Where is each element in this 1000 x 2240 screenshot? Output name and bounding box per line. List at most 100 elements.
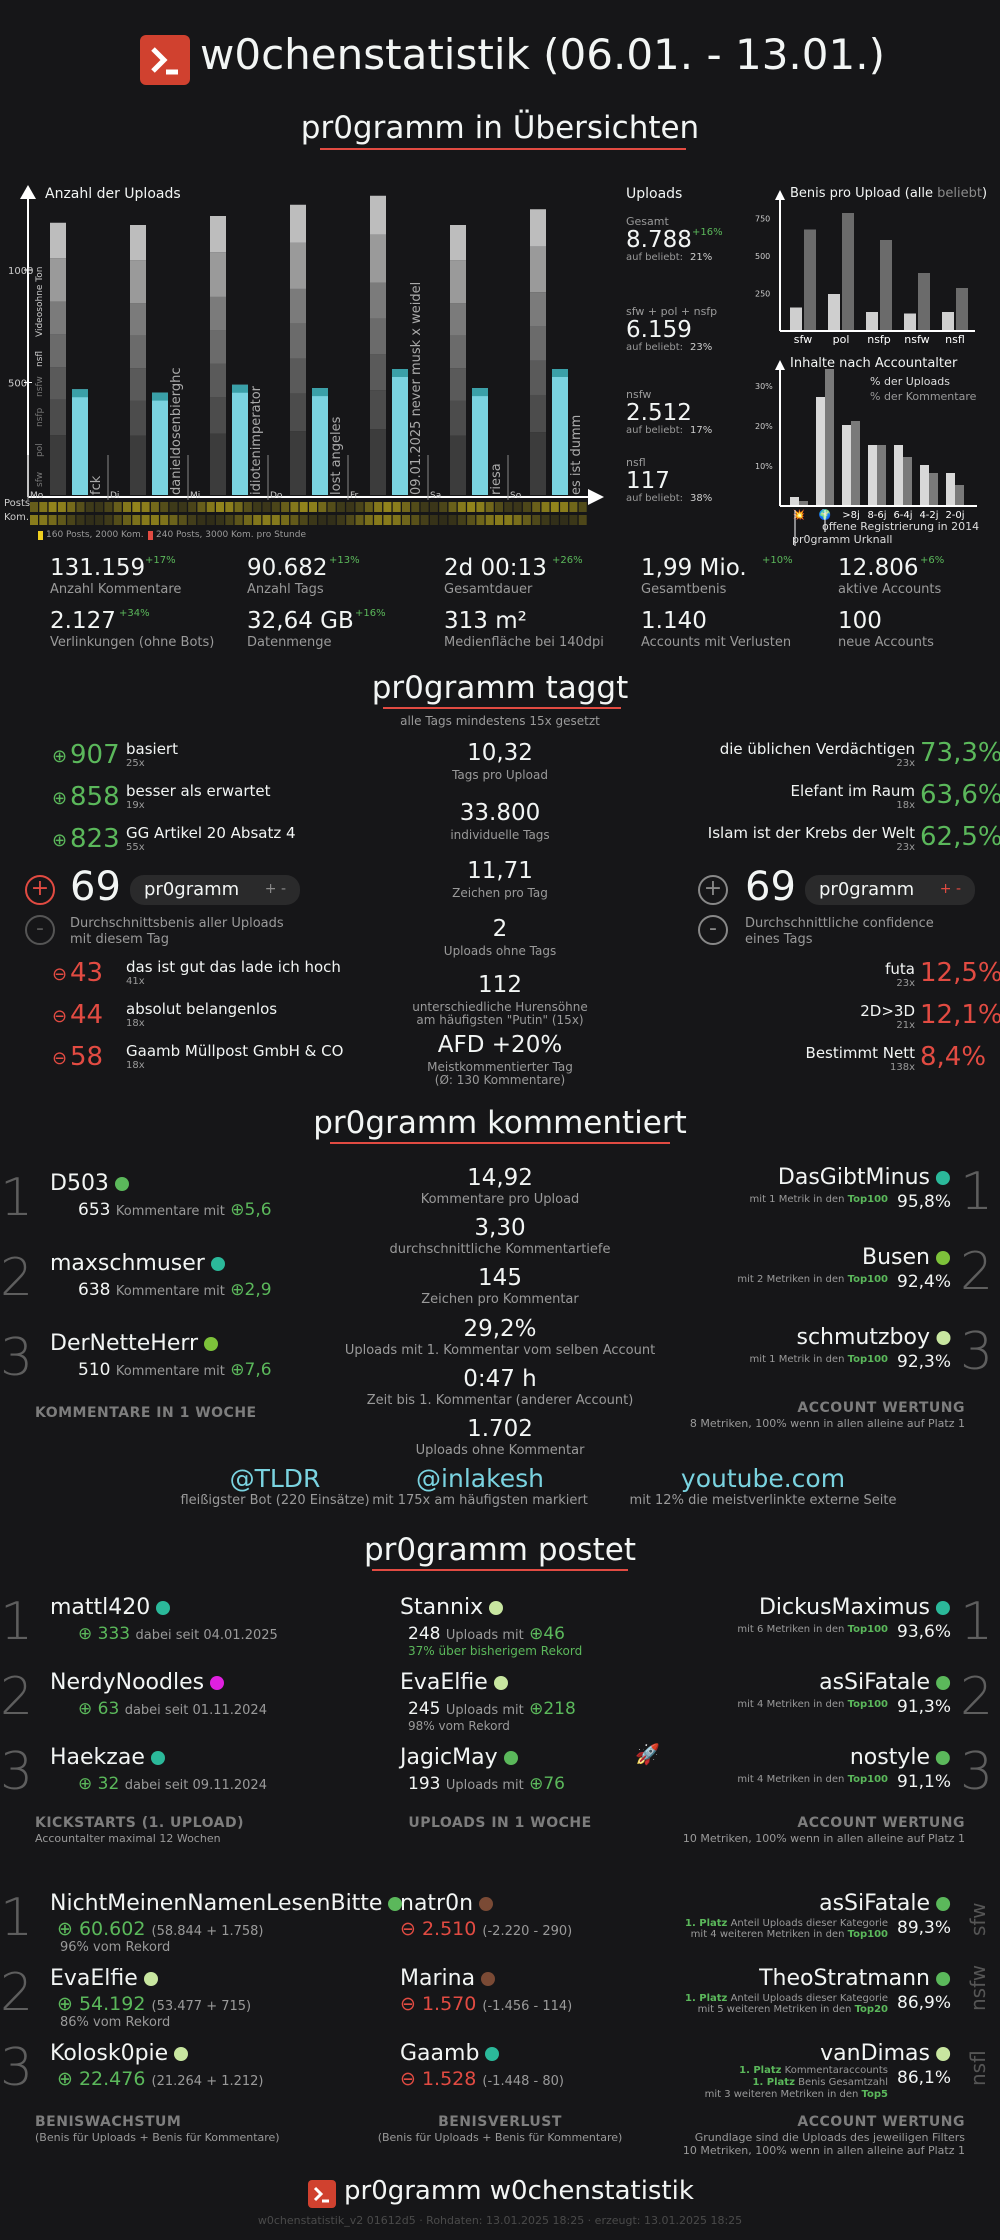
section-heading: ACCOUNT WERTUNG	[797, 1815, 965, 1831]
upload-bar-segment	[530, 432, 546, 495]
user-name-text[interactable]: DickusMaximus	[758, 1595, 930, 1620]
kom-heat-cell	[85, 515, 94, 525]
kom-heat-cell	[420, 515, 429, 525]
user-name-text[interactable]: DasGibtMinus	[777, 1165, 930, 1190]
user-name-text[interactable]: NichtMeinenNamenLesenBitte	[50, 1891, 383, 1916]
user-name[interactable]: Kolosk0pie	[50, 2041, 189, 2066]
uploads-title: Uploads	[626, 186, 683, 202]
tag-chip-controls[interactable]: + -	[264, 881, 286, 897]
footer-logo-icon	[308, 2180, 336, 2208]
user-name[interactable]: EvaElfie	[50, 1966, 158, 1991]
tag-count: 23x	[896, 978, 915, 989]
user-badge-dot	[479, 1897, 494, 1911]
upload-bar-segment	[530, 360, 546, 395]
user-name-text[interactable]: Haekzae	[50, 1745, 145, 1770]
user-name-text[interactable]: natr0n	[400, 1891, 474, 1916]
avg-benis-desc: Durchschnittsbenis aller Uploads	[70, 916, 284, 931]
user-name[interactable]: DasGibtMinus	[778, 1165, 950, 1190]
posts-heat-cell	[504, 502, 513, 512]
age-chart: 30%20%10%💥 🌍 >8j 8-6j 6-4j 4-2j 2-0j	[755, 360, 977, 546]
user-name-text[interactable]: Marina	[400, 1966, 476, 1991]
user-name-text[interactable]: asSiFatale	[819, 1670, 930, 1695]
tag-chip[interactable]: pr0gramm + -	[805, 875, 975, 905]
top-link[interactable]: @TLDR	[229, 1464, 321, 1493]
upload-bar-segment	[130, 435, 146, 495]
y-axis-arrow	[775, 360, 785, 370]
user-name[interactable]: asSiFatale	[819, 1891, 950, 1916]
user-name[interactable]: TheoStratmann	[759, 1966, 950, 1991]
user-name-text[interactable]: Gaamb	[400, 2041, 480, 2066]
user-name[interactable]: NichtMeinenNamenLesenBitte	[50, 1891, 403, 1916]
user-name-text[interactable]: TheoStratmann	[759, 1966, 930, 1991]
user-name-text[interactable]: schmutzboy	[796, 1325, 931, 1350]
stat-value: 131.159	[50, 555, 146, 581]
user-name[interactable]: Busen	[862, 1245, 950, 1270]
tag-benis-value: 58	[70, 1042, 104, 1072]
top-link[interactable]: youtube.com	[680, 1464, 846, 1493]
user-name-text[interactable]: DerNetteHerr	[50, 1331, 199, 1356]
tag-metric-value: AFD +20%	[437, 1032, 563, 1058]
benis-category: nsfp	[867, 333, 891, 346]
user-name[interactable]: Gaamb	[400, 2041, 500, 2066]
avg-benis-value: 69	[70, 864, 121, 910]
user-name[interactable]: asSiFatale	[819, 1670, 950, 1695]
user-name-text[interactable]: vanDimas	[820, 2041, 930, 2066]
user-name-text[interactable]: NerdyNoodles	[50, 1670, 205, 1695]
benis-bar-beliebt	[842, 213, 854, 330]
user-name-text[interactable]: asSiFatale	[819, 1891, 930, 1916]
user-name[interactable]: natr0n	[400, 1891, 494, 1916]
user-name[interactable]: maxschmuser	[50, 1251, 225, 1276]
upload-bar-segment	[290, 288, 306, 324]
user-name[interactable]: mattl420	[50, 1595, 171, 1620]
comment-bar-top	[552, 369, 568, 377]
user-name[interactable]: D503	[50, 1171, 129, 1196]
posts-heat-cell	[346, 502, 355, 512]
plus-button[interactable]: +	[698, 875, 728, 905]
user-name[interactable]: nostyle	[850, 1745, 950, 1770]
user-name-text[interactable]: Stannix	[400, 1595, 484, 1620]
top-link[interactable]: @inlakesh	[416, 1464, 544, 1493]
minus-button[interactable]: -	[698, 915, 728, 945]
user-name[interactable]: NerdyNoodles	[50, 1670, 225, 1695]
user-name[interactable]: JagicMay	[400, 1745, 518, 1770]
user-name[interactable]: DickusMaximus	[759, 1595, 950, 1620]
age-category: 6-4j	[893, 510, 912, 521]
user-name-text[interactable]: Kolosk0pie	[50, 2041, 169, 2066]
plus-button[interactable]: +	[25, 875, 55, 905]
tag-chip-controls[interactable]: + -	[939, 881, 961, 897]
user-name-text[interactable]: maxschmuser	[50, 1251, 205, 1276]
user-name-text[interactable]: mattl420	[50, 1595, 151, 1620]
age-bar-uploads	[920, 465, 929, 505]
user-name-text[interactable]: EvaElfie	[50, 1966, 138, 1991]
user-badge-dot	[114, 1177, 129, 1191]
age-bar-comments	[955, 485, 964, 505]
comment-metric-value: 29,2%	[463, 1316, 537, 1342]
user-name[interactable]: schmutzboy	[796, 1325, 950, 1350]
user-name[interactable]: vanDimas	[820, 2041, 950, 2066]
user-name[interactable]: EvaElfie	[400, 1670, 508, 1695]
user-name[interactable]: Haekzae	[50, 1745, 165, 1770]
posts-heat-cell	[457, 502, 466, 512]
posts-heat-cell	[467, 502, 476, 512]
user-name-text[interactable]: Busen	[862, 1245, 930, 1270]
kom-heat-cell	[243, 515, 252, 525]
tag-metric-value: 11,71	[467, 858, 533, 884]
y-tick-label: 500	[755, 252, 770, 261]
page-title: w0chenstatistik (06.01. - 13.01.)	[200, 30, 885, 79]
minus-button[interactable]: -	[25, 915, 55, 945]
user-name[interactable]: Marina	[400, 1966, 496, 1991]
tag-chip[interactable]: pr0gramm + -	[130, 875, 300, 905]
upload-bar-segment	[130, 400, 146, 436]
user-name-text[interactable]: nostyle	[849, 1745, 930, 1770]
user-name-text[interactable]: D503	[50, 1171, 109, 1196]
user-name-text[interactable]: JagicMay	[400, 1745, 498, 1770]
comment-stats: 653 Kommentare mit ⊕5,6	[78, 1200, 272, 1220]
user-name[interactable]: Stannix	[400, 1595, 504, 1620]
rank-number: 3	[960, 1322, 994, 1382]
account-score: 91,1%	[897, 1772, 952, 1792]
upload-bar-segment	[210, 216, 226, 253]
user-name-text[interactable]: EvaElfie	[400, 1670, 488, 1695]
top-link-label: mit 12% die meistverlinkte externe Seite	[629, 1493, 897, 1508]
tag-metric-label: Tags pro Upload	[452, 768, 548, 782]
user-name[interactable]: DerNetteHerr	[50, 1331, 219, 1356]
